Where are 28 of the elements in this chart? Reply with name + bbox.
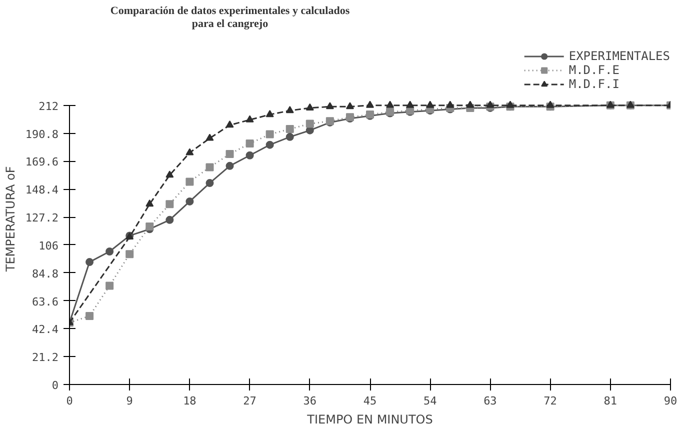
x-tick-label: 45: [363, 394, 377, 408]
y-axis-title: TEMPERATURA oF: [3, 166, 18, 273]
x-tick-label: 36: [303, 394, 317, 408]
x-tick-label: 90: [664, 394, 678, 408]
y-tick-label: 21.2: [32, 351, 59, 364]
y-tick-label: 190.8: [25, 128, 59, 141]
chart-title: Comparación de datos experimentales y calculados para el cangrejo: [110, 5, 350, 32]
x-tick-label: 63: [484, 394, 497, 408]
x-tick-label: 27: [243, 394, 256, 408]
y-tick-label: 127.2: [25, 212, 59, 224]
legend-label: M.D.F.E: [568, 63, 620, 77]
x-tick-label: 9: [126, 394, 133, 408]
x-tick-label: 18: [183, 394, 196, 408]
y-tick-label: 84.8: [32, 267, 59, 280]
y-tick-label: 148.4: [25, 184, 59, 197]
y-tick-label: 0: [52, 379, 58, 392]
x-axis-title: TIEMPO EN MINUTOS: [306, 412, 433, 426]
y-tick-label: 212: [38, 100, 59, 113]
y-tick-label: 106: [38, 239, 59, 252]
y-tick-label: 169.6: [25, 156, 59, 169]
x-tick-label: 72: [544, 394, 557, 408]
y-tick-label: 42.4: [32, 323, 59, 336]
legend-label: M.D.F.I: [568, 77, 620, 91]
y-tick-label: 63.6: [32, 295, 59, 308]
x-tick-label: 54: [423, 394, 438, 408]
legend-label: EXPERIMENTALES: [568, 49, 670, 63]
x-tick-label: 81: [604, 394, 618, 408]
x-tick-label: 0: [66, 394, 73, 408]
